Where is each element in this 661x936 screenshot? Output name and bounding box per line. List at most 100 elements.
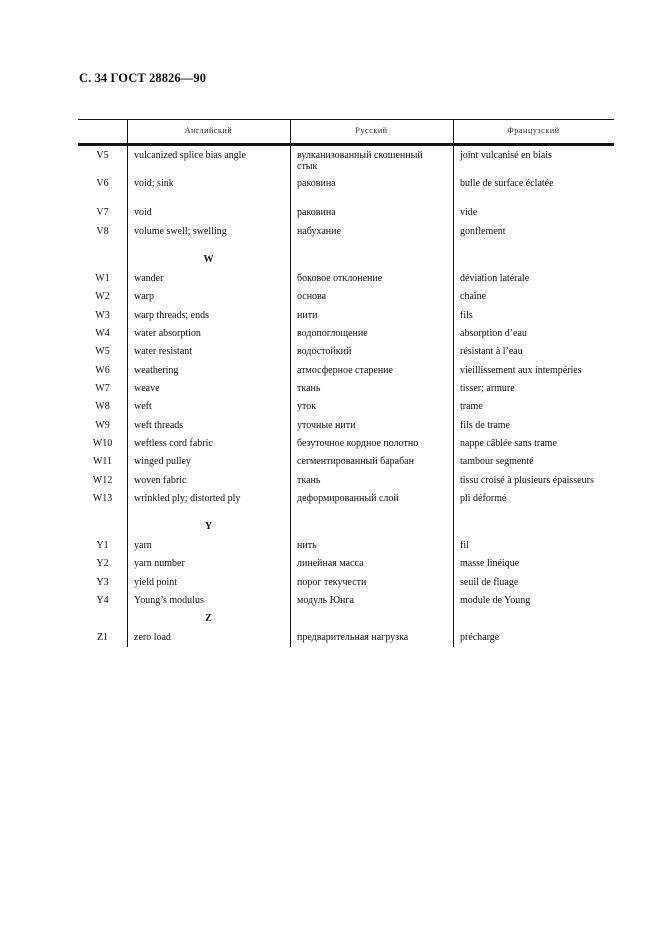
term-code: Z1 [96, 632, 109, 643]
term-english: warp threads; ends [134, 310, 209, 321]
page-title: С. 34 ГОСТ 28826—90 [79, 71, 207, 85]
term-english: warp [134, 291, 154, 302]
term-russian: боковое отклонение [297, 273, 383, 284]
term-russian-continued: стык [297, 161, 318, 172]
term-russian: вулканизованный скошенный [297, 150, 423, 161]
term-english: yarn [134, 540, 152, 551]
term-english: yarn number [134, 558, 185, 569]
term-code: W3 [95, 310, 110, 321]
term-french: chaîne [460, 291, 487, 302]
term-french: masse linéique [460, 558, 520, 569]
term-french: tambour segmenté [460, 456, 534, 467]
term-french: nappe câblée sans trame [460, 438, 557, 449]
term-french: vide [460, 207, 478, 218]
term-english: weathering [134, 365, 179, 376]
term-code: W9 [95, 420, 110, 431]
term-english: weave [134, 383, 160, 394]
term-english: void [134, 207, 152, 218]
term-code: W11 [92, 456, 113, 467]
term-english: water absorption [134, 328, 201, 339]
term-russian: уточные нити [297, 420, 356, 431]
column-divider [290, 119, 291, 647]
term-russian: атмосферное старение [297, 365, 393, 376]
term-french: joint vulcanisé en biais [460, 150, 552, 161]
term-french: précharge [460, 632, 500, 643]
term-code: W5 [95, 346, 110, 357]
term-code: V6 [96, 178, 109, 189]
section-letter: Y [204, 521, 213, 532]
term-code: W8 [95, 401, 110, 412]
term-code: V5 [96, 150, 109, 161]
term-code: W4 [95, 328, 110, 339]
table-header-rule [78, 143, 614, 146]
term-russian: порог текучести [297, 577, 367, 588]
term-code: Y3 [96, 577, 109, 588]
term-french: fil [460, 540, 469, 551]
term-code: W7 [95, 383, 110, 394]
term-russian: деформированный слой [297, 493, 399, 504]
column-divider [127, 119, 128, 647]
term-french: trame [460, 401, 483, 412]
term-russian: ткань [297, 383, 321, 394]
term-french: gonflement [460, 226, 506, 237]
section-letter: W [203, 254, 214, 265]
term-english: winged pulley [134, 456, 191, 467]
term-russian: водопоглощение [297, 328, 368, 339]
term-english: weft [134, 401, 152, 412]
term-russian: уток [297, 401, 317, 412]
section-letter: Z [205, 613, 212, 624]
term-russian: модуль Юнга [297, 595, 354, 606]
column-header-english: Английский [184, 126, 233, 135]
term-english: water resistant [134, 346, 193, 357]
term-code: W10 [92, 438, 113, 449]
term-english: yield point [134, 577, 178, 588]
term-french: déviation latérale [460, 273, 530, 284]
term-french: fils [460, 310, 473, 321]
column-header-french: Французский [507, 126, 560, 135]
term-russian: безуточное кордное полотно [297, 438, 419, 449]
term-english: weft threads [134, 420, 184, 431]
column-header-russian: Русский [355, 126, 388, 135]
term-code: W12 [92, 475, 113, 486]
term-russian: раковина [297, 207, 336, 218]
term-russian: основа [297, 291, 327, 302]
term-french: module de Young [460, 595, 531, 606]
term-french: bulle de surface éclatée [460, 178, 554, 189]
term-french: seuil de fluage [460, 577, 519, 588]
term-english: woven fabric [134, 475, 187, 486]
term-french: pli déformé [460, 493, 507, 504]
term-code: V8 [96, 226, 109, 237]
term-code: W1 [95, 273, 110, 284]
term-english: wander [134, 273, 164, 284]
term-code: W13 [92, 493, 113, 504]
term-french: absorption d’eau [460, 328, 527, 339]
term-french: tisser; armure [460, 383, 515, 394]
term-french: vieillissement aux intempéries [460, 365, 582, 376]
term-english: Young’s modulus [134, 595, 204, 606]
term-russian: водостойкий [297, 346, 352, 357]
term-english: void; sink [134, 178, 174, 189]
term-code: W6 [95, 365, 110, 376]
term-english: volume swell; swelling [134, 226, 227, 237]
term-russian: ткань [297, 475, 321, 486]
term-french: tissu croisé à plusieurs épaisseurs [460, 475, 594, 486]
term-russian: раковина [297, 178, 336, 189]
term-russian: линейная масса [297, 558, 364, 569]
term-code: Y2 [96, 558, 109, 569]
term-french: fils de trame [460, 420, 510, 431]
term-russian: набухание [297, 226, 341, 237]
term-english: wrinkled ply; distorted ply [134, 493, 241, 504]
term-english: vulcanized splice bias angle [134, 150, 246, 161]
term-code: W2 [95, 291, 110, 302]
term-code: Y1 [96, 540, 109, 551]
term-english: weftless cord fabric [134, 438, 213, 449]
column-divider [453, 119, 454, 647]
term-code: V7 [96, 207, 109, 218]
term-russian: нить [297, 540, 317, 551]
term-code: Y4 [96, 595, 109, 606]
term-english: zero load [134, 632, 171, 643]
term-russian: предварительная нагрузка [297, 632, 409, 643]
term-russian: нити [297, 310, 318, 321]
term-french: résistant à l’eau [460, 346, 523, 357]
table-top-rule [78, 119, 614, 120]
